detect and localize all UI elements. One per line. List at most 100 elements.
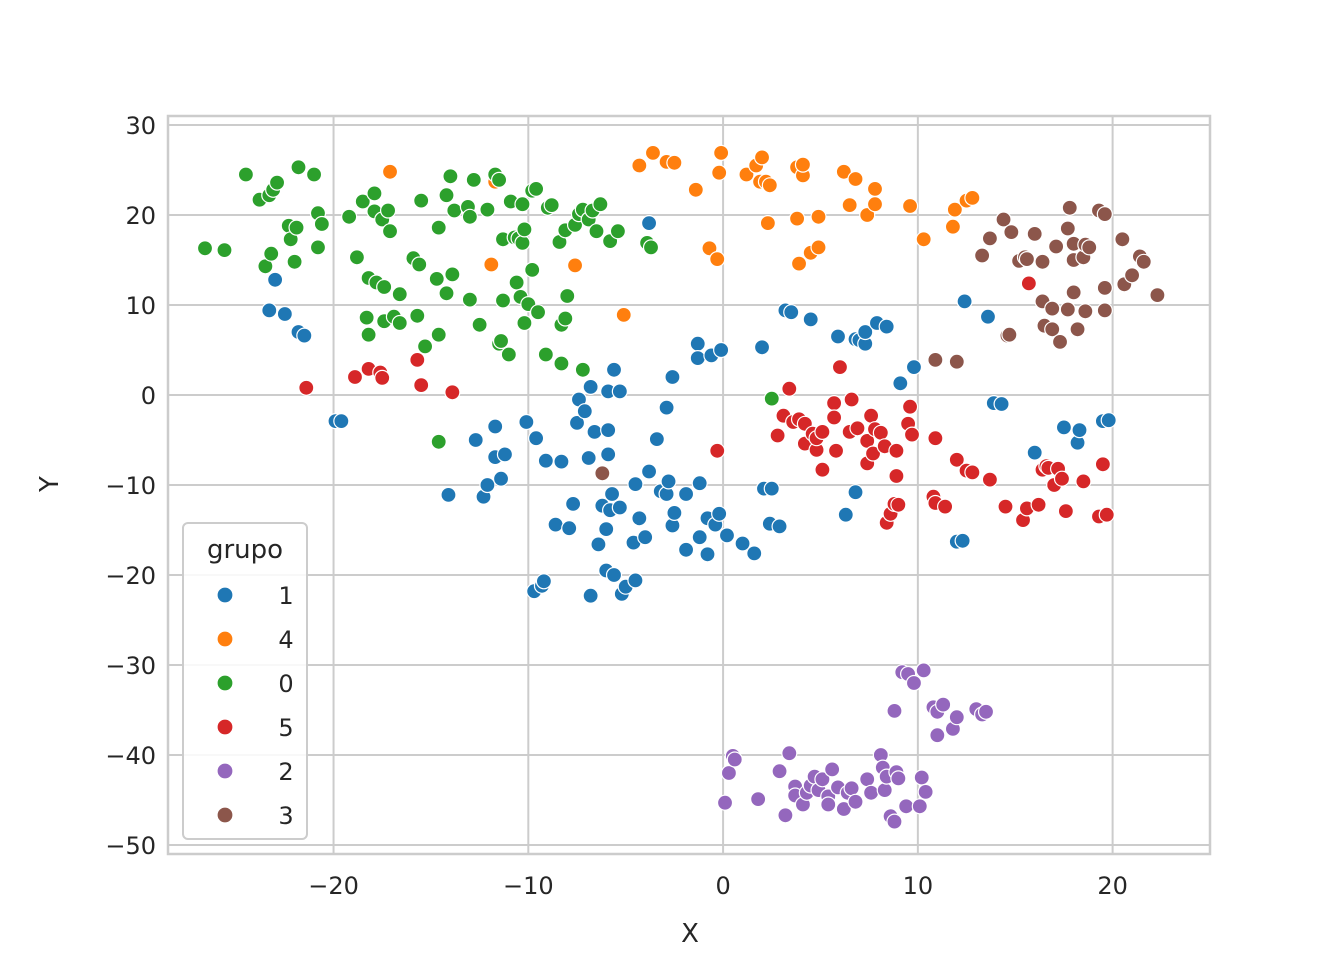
data-point <box>802 311 819 328</box>
data-point <box>763 480 780 497</box>
data-point <box>537 452 554 469</box>
data-point <box>605 361 623 378</box>
data-point <box>929 727 946 744</box>
data-point <box>859 771 876 788</box>
data-point <box>917 783 934 801</box>
data-point <box>666 154 683 171</box>
data-point <box>826 409 843 426</box>
data-point <box>888 442 905 459</box>
data-point <box>886 702 903 720</box>
data-point <box>859 206 876 224</box>
data-point <box>956 293 973 310</box>
data-point <box>514 196 531 213</box>
data-point <box>964 464 981 481</box>
data-point <box>716 794 734 811</box>
legend-label: 1 <box>278 582 293 610</box>
data-point <box>648 431 665 448</box>
data-point <box>496 446 514 463</box>
data-point <box>1100 412 1117 429</box>
x-axis-label: X <box>681 919 699 949</box>
data-point <box>954 532 971 549</box>
legend-item: 2 <box>216 758 294 786</box>
data-point <box>1057 503 1074 520</box>
data-point <box>640 463 658 480</box>
data-point <box>814 461 831 478</box>
data-point <box>866 196 884 213</box>
data-point <box>553 355 570 372</box>
data-point <box>305 166 323 183</box>
data-point <box>600 446 617 463</box>
data-point <box>720 764 738 782</box>
data-point <box>1048 238 1065 255</box>
data-point <box>1059 220 1076 237</box>
data-point <box>1003 224 1020 241</box>
data-point <box>890 770 907 787</box>
data-point <box>911 798 928 815</box>
data-point <box>979 308 997 325</box>
data-point <box>1075 473 1092 490</box>
data-point <box>580 449 597 467</box>
data-point <box>734 535 751 552</box>
data-point <box>611 383 628 400</box>
data-point <box>600 422 617 439</box>
legend-marker <box>216 718 234 736</box>
data-point <box>535 573 552 590</box>
data-point <box>413 377 430 394</box>
series-1 <box>261 215 1117 604</box>
data-point <box>516 221 533 238</box>
data-point <box>559 287 576 305</box>
data-point <box>937 498 954 515</box>
data-point <box>843 391 860 408</box>
data-point <box>977 703 995 720</box>
grid-lines <box>168 116 1210 854</box>
data-point <box>631 157 648 174</box>
data-point <box>379 202 397 219</box>
data-point <box>713 341 730 359</box>
data-point <box>637 529 654 546</box>
data-point <box>1081 239 1098 256</box>
data-point <box>565 495 582 512</box>
legend-marker <box>216 762 234 780</box>
data-point <box>537 346 554 363</box>
data-point <box>411 256 428 273</box>
data-point <box>1094 456 1111 473</box>
data-point <box>790 255 808 272</box>
y-tick-label: 10 <box>125 292 156 320</box>
data-point <box>296 327 313 344</box>
data-point <box>261 302 278 319</box>
data-point <box>494 292 512 309</box>
data-point <box>568 414 586 431</box>
data-point <box>1059 301 1076 318</box>
data-point <box>611 499 628 516</box>
data-point <box>594 465 611 482</box>
data-point <box>467 431 484 449</box>
data-point <box>866 180 884 197</box>
data-point <box>500 346 517 363</box>
data-point <box>430 219 447 236</box>
data-point <box>576 403 593 420</box>
data-point <box>1020 275 1037 292</box>
data-point <box>935 696 952 713</box>
y-tick-label: −20 <box>105 562 156 590</box>
data-point <box>1096 302 1113 319</box>
data-points <box>196 144 1166 830</box>
data-point <box>1114 231 1131 248</box>
data-point <box>1069 321 1086 338</box>
data-point <box>888 467 905 485</box>
data-point <box>487 418 504 435</box>
data-point <box>479 476 496 494</box>
data-point <box>903 426 921 443</box>
data-point <box>841 197 858 214</box>
data-point <box>948 709 965 726</box>
data-point <box>759 215 776 232</box>
data-point <box>837 506 854 523</box>
legend-item: 3 <box>216 802 294 830</box>
legend: grupo 1 4 0 5 2 3 <box>182 522 308 840</box>
data-point <box>1044 321 1061 338</box>
data-point <box>547 516 564 533</box>
data-point <box>1034 253 1051 270</box>
data-point <box>603 485 621 503</box>
data-point <box>847 484 864 501</box>
data-point <box>691 475 708 492</box>
